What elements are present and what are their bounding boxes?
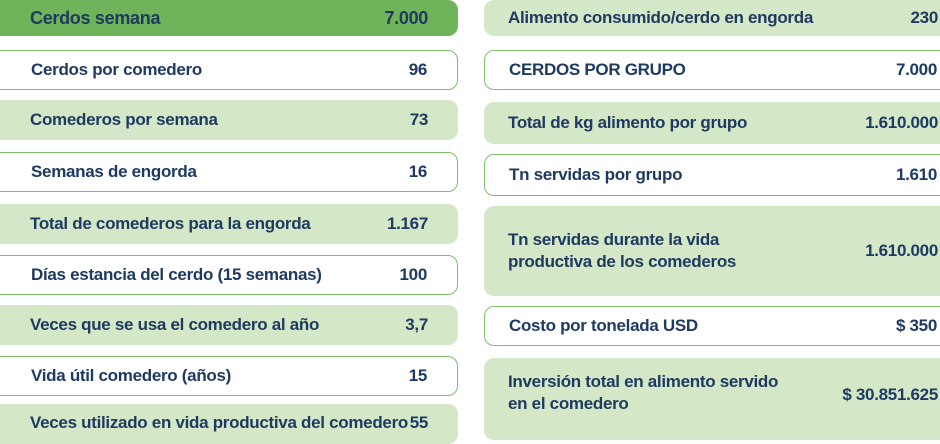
row-total-comederos-engorda: Total de comederos para la engorda 1.167 <box>0 204 458 244</box>
row-label: Días estancia del cerdo (15 semanas) <box>31 265 322 284</box>
row-label: Total de comederos para la engorda <box>30 214 311 233</box>
row-value: 1.167 <box>386 214 428 233</box>
row-label: CERDOS POR GRUPO <box>509 60 686 79</box>
row-veces-vida-productiva: Veces utilizado en vida productiva del c… <box>0 404 458 444</box>
row-label: Alimento consumido/cerdo en engorda <box>508 8 813 27</box>
row-value: 96 <box>408 60 428 79</box>
row-value: 55 <box>409 413 429 432</box>
row-value: 1.610 <box>895 165 937 184</box>
row-veces-uso-anual: Veces que se usa el comedero al año 3,7 <box>0 305 458 345</box>
row-cerdos-por-grupo: CERDOS POR GRUPO 7.000 <box>484 50 940 90</box>
row-total-kg-alimento: Total de kg alimento por grupo 1.610.000 <box>484 102 940 144</box>
row-value: 15 <box>408 366 428 385</box>
row-value: 100 <box>399 265 428 284</box>
label-line: productiva de los comederos <box>508 252 737 271</box>
row-comederos-por-semana: Comederos por semana 73 <box>0 100 458 140</box>
row-tn-servidas-vida: Tn servidas durante la vida productiva de… <box>484 206 940 296</box>
label-line: Inversión total en alimento servido <box>508 372 779 391</box>
label-line: Tn servidas durante la vida <box>508 230 720 249</box>
row-label: Total de kg alimento por grupo <box>508 113 748 132</box>
row-label: Vida útil comedero (años) <box>31 366 232 385</box>
row-label: Tn servidas durante la vida productiva de… <box>508 229 736 273</box>
row-vida-util: Vida útil comedero (años) 15 <box>0 356 458 396</box>
row-label: Inversión total en alimento servido en el… <box>508 371 778 415</box>
row-label: Cerdos por comedero <box>31 60 202 79</box>
row-cerdos-por-comedero: Cerdos por comedero 96 <box>0 50 458 90</box>
row-value: 16 <box>408 162 428 181</box>
row-alimento-consumido: Alimento consumido/cerdo en engorda 230 <box>484 0 940 36</box>
row-value: 3,7 <box>405 315 428 334</box>
row-label: Cerdos semana <box>30 7 161 28</box>
row-inversion-total: Inversión total en alimento servido en el… <box>484 358 940 440</box>
row-value: 73 <box>409 110 429 129</box>
label-line: en el comedero <box>508 394 629 413</box>
row-cerdos-semana: Cerdos semana 7.000 <box>0 0 458 36</box>
row-dias-estancia: Días estancia del cerdo (15 semanas) 100 <box>0 255 458 295</box>
row-label: Tn servidas por grupo <box>509 165 683 184</box>
row-value: 1.610.000 <box>865 113 938 132</box>
row-value: 230 <box>910 8 939 27</box>
row-label: Veces que se usa el comedero al año <box>30 315 320 334</box>
row-value: 7.000 <box>384 7 428 28</box>
row-label: Comederos por semana <box>30 110 218 129</box>
row-label: Veces utilizado en vida productiva del c… <box>30 413 408 432</box>
row-label: Semanas de engorda <box>31 162 197 181</box>
row-costo-tonelada: Costo por tonelada USD $ 350 <box>484 306 940 346</box>
row-value: 1.610.000 <box>865 241 938 260</box>
row-value: $ 30.851.625 <box>842 385 938 404</box>
row-tn-servidas-grupo: Tn servidas por grupo 1.610 <box>484 154 940 196</box>
row-semanas-de-engorda: Semanas de engorda 16 <box>0 152 458 192</box>
row-label: Costo por tonelada USD <box>509 316 698 335</box>
row-value: $ 350 <box>895 316 937 335</box>
row-value: 7.000 <box>895 60 937 79</box>
